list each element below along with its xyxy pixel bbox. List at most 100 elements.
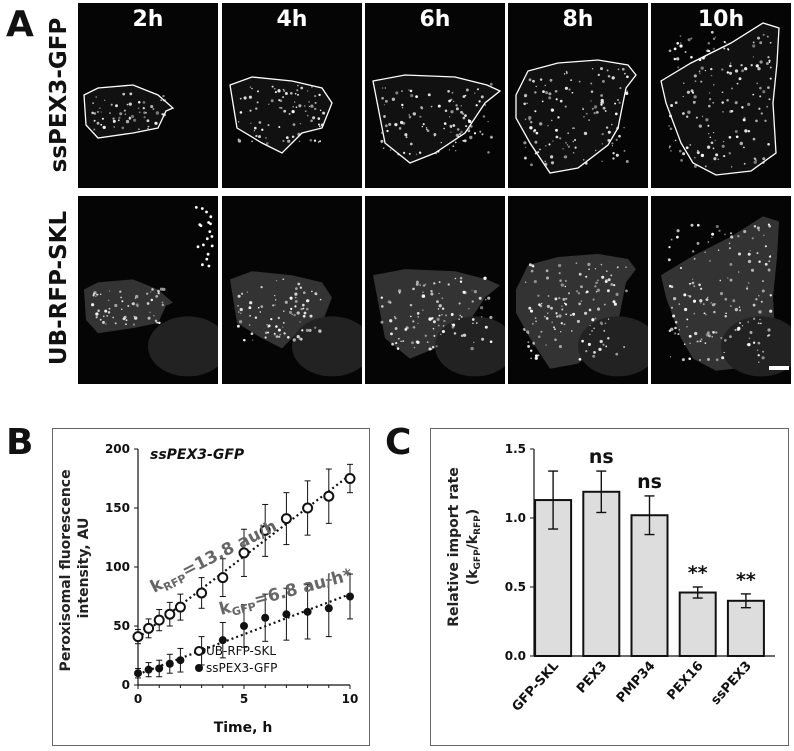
peroxisome-dot	[759, 60, 763, 64]
peroxisome-dot	[723, 351, 725, 354]
peroxisome-dot	[158, 321, 161, 325]
peroxisome-dot	[684, 51, 687, 53]
peroxisome-dot	[752, 41, 755, 44]
peroxisome-dot	[752, 93, 755, 96]
cell-body	[84, 85, 173, 138]
peroxisome-dot	[317, 141, 320, 143]
peroxisome-dot	[729, 278, 733, 282]
peroxisome-dot	[142, 101, 146, 104]
peroxisome-dot	[438, 281, 441, 284]
peroxisome-dot	[601, 132, 604, 136]
peroxisome-dot	[397, 337, 400, 340]
peroxisome-dot	[470, 346, 474, 351]
peroxisome-dot	[237, 304, 240, 307]
peroxisome-dot	[676, 235, 679, 239]
peroxisome-dot	[760, 322, 762, 325]
peroxisome-dot	[596, 307, 601, 311]
peroxisome-dot	[540, 302, 543, 305]
peroxisome-dot	[769, 294, 772, 297]
peroxisome-dot	[409, 142, 413, 146]
peroxisome-dot	[713, 84, 715, 86]
peroxisome-dot	[605, 126, 609, 129]
peroxisome-dot	[573, 127, 575, 129]
peroxisome-dot	[460, 315, 463, 318]
peroxisome-dot	[422, 284, 426, 287]
peroxisome-dot	[483, 276, 487, 280]
peroxisome-dot	[674, 332, 677, 335]
peroxisome-dot	[704, 69, 707, 72]
peroxisome-dot	[710, 74, 713, 77]
peroxisome-dot	[557, 263, 562, 268]
peroxisome-dot	[610, 274, 613, 277]
peroxisome-dot	[607, 74, 611, 78]
micrograph-image	[516, 253, 648, 377]
peroxisome-dot	[757, 322, 760, 325]
peroxisome-dot	[391, 342, 394, 346]
peroxisome-dot	[388, 122, 392, 126]
peroxisome-dot	[453, 332, 457, 335]
peroxisome-dot	[729, 335, 732, 338]
peroxisome-dot	[265, 137, 267, 139]
peroxisome-dot	[210, 244, 214, 248]
peroxisome-dot	[560, 331, 562, 333]
peroxisome-dot	[744, 67, 748, 71]
peroxisome-dot	[467, 129, 471, 133]
peroxisome-dot	[142, 107, 145, 110]
peroxisome-dot	[435, 345, 438, 348]
peroxisome-dot	[529, 309, 534, 313]
peroxisome-dot	[750, 64, 753, 67]
peroxisome-dot	[294, 292, 298, 296]
peroxisome-dot	[484, 104, 486, 106]
peroxisome-dot	[699, 72, 701, 74]
peroxisome-dot	[576, 319, 580, 323]
peroxisome-dot	[387, 300, 391, 304]
peroxisome-dot	[594, 317, 597, 320]
peroxisome-dot	[419, 284, 421, 287]
peroxisome-dot	[205, 257, 209, 261]
peroxisome-dot	[591, 68, 594, 70]
peroxisome-dot	[759, 41, 763, 45]
peroxisome-dot	[561, 308, 564, 311]
peroxisome-dot	[118, 116, 121, 120]
peroxisome-dot	[752, 137, 756, 141]
peroxisome-dot	[146, 302, 150, 305]
peroxisome-dot	[433, 334, 436, 337]
peroxisome-dot	[249, 301, 253, 305]
peroxisome-dot	[760, 112, 763, 115]
peroxisome-dot	[450, 323, 453, 326]
peroxisome-dot	[416, 312, 420, 315]
peroxisome-dot	[547, 312, 549, 314]
peroxisome-dot	[481, 133, 484, 136]
peroxisome-dot	[712, 37, 716, 41]
peroxisome-dot	[714, 303, 716, 305]
peroxisome-dot	[723, 40, 726, 44]
peroxisome-dot	[558, 297, 561, 300]
peroxisome-dot	[680, 159, 683, 162]
peroxisome-dot	[459, 280, 463, 283]
peroxisome-dot	[272, 304, 275, 307]
peroxisome-dot	[668, 125, 670, 127]
peroxisome-dot	[704, 342, 707, 344]
peroxisome-dot	[679, 149, 682, 153]
peroxisome-dot	[682, 112, 685, 115]
peroxisome-dot	[766, 105, 769, 108]
peroxisome-dot	[764, 245, 767, 248]
peroxisome-dot	[604, 110, 607, 112]
peroxisome-dot	[528, 116, 532, 120]
peroxisome-dot	[558, 345, 562, 349]
peroxisome-dot	[302, 307, 305, 310]
peroxisome-dot	[712, 147, 715, 150]
peroxisome-dot	[447, 283, 450, 286]
peroxisome-dot	[583, 116, 585, 118]
peroxisome-dot	[303, 105, 306, 107]
peroxisome-dot	[743, 229, 747, 234]
peroxisome-dot	[443, 319, 446, 323]
peroxisome-dot	[489, 135, 493, 139]
peroxisome-dot	[389, 149, 392, 151]
peroxisome-dot	[760, 300, 763, 303]
peroxisome-dot	[752, 44, 756, 48]
peroxisome-dot	[403, 151, 406, 154]
peroxisome-dot	[299, 286, 303, 289]
peroxisome-dot	[314, 95, 317, 98]
peroxisome-dot	[601, 143, 603, 145]
